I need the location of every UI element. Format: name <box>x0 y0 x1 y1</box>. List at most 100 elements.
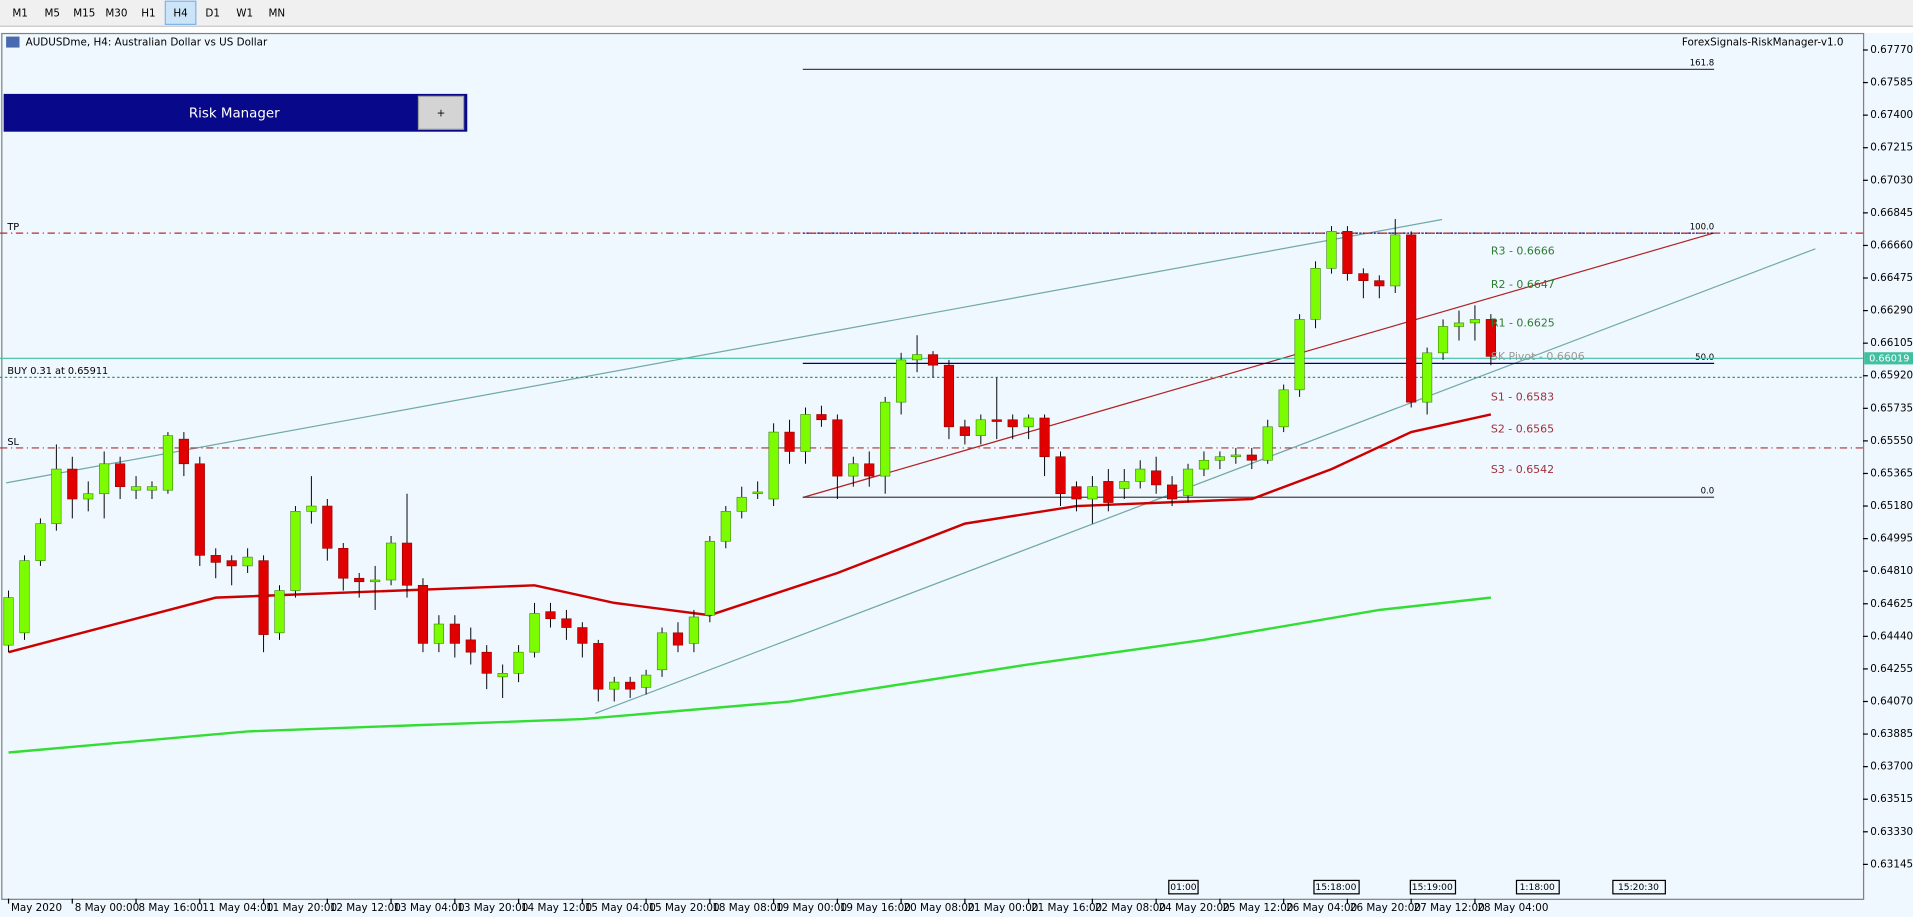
candle-body <box>1390 234 1401 287</box>
timeframe-label[interactable]: W1 <box>236 7 253 19</box>
candle-body <box>83 493 94 500</box>
timeframe-button[interactable] <box>133 1 164 25</box>
timeframe-label[interactable]: MN <box>268 7 285 19</box>
candle-body <box>67 468 78 500</box>
candle-body <box>943 364 955 428</box>
timeframe-label[interactable]: M1 <box>12 7 28 19</box>
candle-body <box>370 579 381 583</box>
candle-body <box>481 651 492 674</box>
candle-body <box>1007 419 1018 428</box>
candle-body <box>832 419 843 477</box>
y-tick-label: 0.67400 <box>1870 109 1913 121</box>
x-tick-label: 13 May 04:00 <box>394 902 465 914</box>
x-tick-label: 15 May 20:00 <box>649 902 720 914</box>
timeframe-label[interactable]: H1 <box>141 7 155 19</box>
timeframe-button[interactable] <box>164 0 197 25</box>
trade-level-label: SL <box>7 437 19 448</box>
timeframe-label[interactable]: H4 <box>173 7 188 19</box>
fib-trendline <box>802 232 1715 499</box>
timeframe-button[interactable] <box>261 1 293 25</box>
timeframe-button[interactable] <box>101 1 132 25</box>
candle-body <box>194 463 205 556</box>
fib-label: 100.0 <box>1690 223 1714 233</box>
candle-body <box>162 435 174 491</box>
candle-body <box>115 463 126 487</box>
candle-body <box>848 463 859 477</box>
x-tick-label: 19 May 00:00 <box>776 902 847 914</box>
y-tick-label: 0.66845 <box>1870 207 1913 219</box>
timeframe-button[interactable] <box>69 1 100 25</box>
candle-body <box>35 523 46 561</box>
y-tick-label: 0.63885 <box>1870 728 1913 740</box>
candle-body <box>991 419 1002 422</box>
x-tick-label: 27 May 12:00 <box>1414 902 1485 914</box>
candle-body <box>354 577 365 583</box>
candle-body <box>752 491 763 495</box>
candle-body <box>242 556 253 567</box>
panel-title: Risk Manager <box>189 106 280 121</box>
y-tick-label: 0.64255 <box>1870 663 1913 675</box>
candle-body <box>258 560 269 635</box>
x-tick-label: 26 May 04:00 <box>1286 902 1357 914</box>
trendline <box>5 218 1443 484</box>
time-markers: 01:00 15:18:00 15:19:00 1:18:00 15:20:30 <box>1168 879 1666 895</box>
candle-body <box>513 651 524 674</box>
y-tick-label: 0.64810 <box>1870 565 1913 577</box>
timeframe-button[interactable] <box>4 1 36 25</box>
candle-body <box>561 618 572 628</box>
candle-body <box>19 560 30 634</box>
y-tick-label: 0.66105 <box>1870 337 1913 349</box>
y-tick-label: 0.63330 <box>1870 826 1913 838</box>
candle-body <box>1135 468 1146 482</box>
candle-body <box>1294 319 1305 391</box>
timeframe-button[interactable] <box>36 1 68 25</box>
panel-button[interactable] <box>417 95 465 130</box>
candle-body <box>3 597 14 646</box>
timeframe-label[interactable]: M15 <box>73 7 95 19</box>
trendline <box>595 248 1816 714</box>
moving-average <box>8 413 1492 654</box>
risk-manager-panel <box>3 93 468 132</box>
panel-button-label[interactable]: + <box>437 107 446 119</box>
timeframe-button[interactable] <box>229 1 260 25</box>
candle-body <box>545 611 556 620</box>
y-tick-label: 0.65920 <box>1870 370 1913 382</box>
x-tick-label: 13 May 20:00 <box>457 902 528 914</box>
candle-body <box>449 623 460 644</box>
trade-level-label: BUY 0.31 at 0.65911 <box>7 366 108 377</box>
candle-body <box>1358 273 1369 281</box>
timeframe-label[interactable]: D1 <box>205 7 220 19</box>
y-tick-label: 0.63145 <box>1870 858 1913 870</box>
candle-body <box>338 547 349 579</box>
x-tick-label: 24 May 20:00 <box>1159 902 1230 914</box>
y-tick-label: 0.67215 <box>1870 142 1913 154</box>
x-tick-label: 11 May 20:00 <box>266 902 337 914</box>
candle-body <box>401 542 413 586</box>
time-marker-box <box>1313 879 1360 895</box>
x-tick-label: 18 May 08:00 <box>712 902 783 914</box>
candle-body <box>322 505 333 549</box>
candle-body <box>290 511 301 591</box>
candle-body <box>1071 486 1082 500</box>
candle-body <box>1023 417 1034 428</box>
candle-body <box>385 542 397 581</box>
timeframe-button[interactable] <box>197 1 228 25</box>
candle-body <box>816 414 827 421</box>
candle-body <box>577 627 588 644</box>
time-marker: 1:18:00 <box>1520 883 1555 893</box>
pivot-label: SK Pivot - 0.6606 <box>1491 350 1585 363</box>
timeframe-label[interactable]: M5 <box>44 7 60 19</box>
candle-body <box>688 616 700 644</box>
timeframe-label[interactable]: M30 <box>105 7 127 19</box>
candle-body <box>864 463 875 477</box>
candle-body <box>1151 470 1162 486</box>
pivot-label: R3 - 0.6666 <box>1491 245 1555 258</box>
time-marker: 15:20:30 <box>1618 883 1659 893</box>
candle-body <box>880 401 891 477</box>
x-tick-label: 26 May 20:00 <box>1350 902 1421 914</box>
y-tick-label: 0.65180 <box>1870 500 1913 512</box>
y-tick-label: 0.63700 <box>1870 761 1913 773</box>
candle-body <box>736 496 747 512</box>
y-tick-label: 0.65735 <box>1870 402 1913 414</box>
